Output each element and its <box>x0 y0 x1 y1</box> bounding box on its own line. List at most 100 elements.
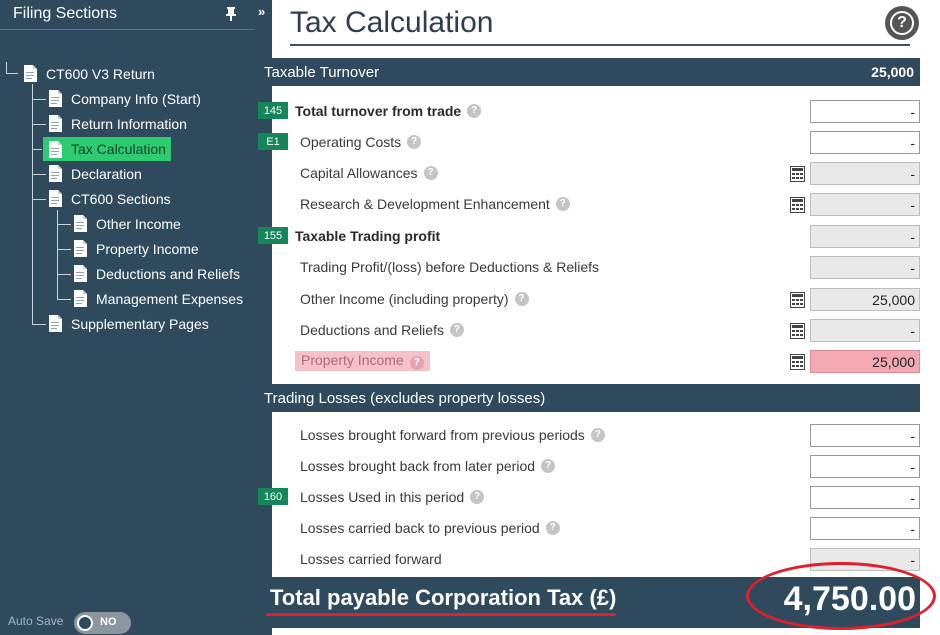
row-taxable-trading-profit: 155 Taxable Trading profit - <box>258 225 920 251</box>
row-rd-enhancement: Research & Development Enhancement? - <box>258 193 920 219</box>
document-icon <box>49 165 62 182</box>
rd-enhancement-field: - <box>810 193 920 216</box>
tree-label: Management Expenses <box>96 290 244 307</box>
document-icon <box>49 315 62 332</box>
tree-item-ct600-sections[interactable]: CT600 Sections <box>49 188 174 209</box>
row-label-text: Losses Used in this period <box>300 489 465 505</box>
tree-line <box>57 249 71 250</box>
row-label: Research & Development Enhancement? <box>300 196 570 212</box>
property-income-field: 25,000 <box>810 350 920 373</box>
title-underline <box>290 44 910 46</box>
autosave-toggle[interactable]: NO <box>74 612 131 634</box>
row-label: Losses Used in this period? <box>300 489 485 505</box>
help-icon[interactable]: ? <box>409 356 424 370</box>
document-icon <box>74 240 87 257</box>
help-icon[interactable]: ? <box>545 521 560 535</box>
row-losses-used: 160 Losses Used in this period? - <box>258 486 920 512</box>
row-label: Trading Profit/(loss) before Deductions … <box>300 259 599 275</box>
tree-item-company-info[interactable]: Company Info (Start) <box>49 88 204 109</box>
losses-used-field[interactable]: - <box>810 486 920 509</box>
row-label-text: Total turnover from trade <box>295 103 462 119</box>
help-icon[interactable]: ? <box>590 428 605 442</box>
calculator-icon[interactable] <box>790 166 805 182</box>
document-icon <box>49 115 62 132</box>
help-icon[interactable]: ? <box>541 459 556 473</box>
help-icon[interactable]: ? <box>470 490 485 504</box>
tree-line <box>32 199 46 200</box>
row-total-turnover: 145 Total turnover from trade? - <box>258 100 920 126</box>
tree-line <box>57 210 58 300</box>
toggle-knob <box>77 615 93 631</box>
box-badge: 145 <box>258 102 288 119</box>
help-icon[interactable]: ? <box>467 104 482 118</box>
box-badge: 155 <box>258 227 288 244</box>
annotation-circle <box>746 562 936 630</box>
tree-line <box>32 174 46 175</box>
document-icon <box>49 140 62 158</box>
tree-label: Other Income <box>96 215 181 232</box>
tree-item-return-information[interactable]: Return Information <box>49 113 190 134</box>
losses-brought-forward-field[interactable]: - <box>810 424 920 447</box>
section-title: Taxable Turnover <box>264 63 380 81</box>
help-icon[interactable]: ? <box>449 323 464 337</box>
capital-allowances-field: - <box>810 162 920 185</box>
calculator-icon[interactable] <box>790 354 805 370</box>
row-label-text: Losses carried back to previous period <box>300 520 540 536</box>
tree-item-management-expenses[interactable]: Management Expenses <box>74 288 246 309</box>
row-label: Other Income (including property)? <box>300 291 529 307</box>
tree-label: Deductions and Reliefs <box>96 265 240 282</box>
tree-item-tax-calculation[interactable]: Tax Calculation <box>43 137 171 161</box>
section-header-taxable-turnover: Taxable Turnover 25,000 <box>258 58 920 86</box>
tree-line <box>32 324 46 325</box>
collapse-chevron-icon[interactable]: » <box>258 4 266 19</box>
total-label: Total payable Corporation Tax (£) <box>270 585 617 610</box>
row-label: Losses carried back to previous period? <box>300 520 560 536</box>
box-badge: E1 <box>258 133 288 150</box>
row-operating-costs: E1 Operating Costs? - <box>258 131 920 157</box>
tree-label: Property Income <box>96 240 199 257</box>
tree-item-property-income[interactable]: Property Income <box>74 238 202 259</box>
trading-profit-before-field: - <box>810 256 920 279</box>
help-icon[interactable]: ? <box>555 197 570 211</box>
row-label-text: Operating Costs <box>300 134 402 150</box>
help-icon[interactable]: ? <box>514 292 529 306</box>
sidebar-title: Filing Sections <box>13 5 118 22</box>
tree-item-deductions-reliefs[interactable]: Deductions and Reliefs <box>74 263 243 284</box>
row-capital-allowances: Capital Allowances? - <box>258 162 920 188</box>
pin-icon[interactable] <box>224 6 238 22</box>
page-title: Tax Calculation <box>290 6 494 39</box>
operating-costs-field[interactable]: - <box>810 131 920 154</box>
property-income-highlight: Property Income? <box>295 351 430 371</box>
turnover-field[interactable]: - <box>810 100 920 123</box>
row-trading-profit-before: Trading Profit/(loss) before Deductions … <box>258 256 920 282</box>
tree-item-supplementary-pages[interactable]: Supplementary Pages <box>49 313 212 334</box>
sidebar-collapse-strip[interactable] <box>254 0 272 635</box>
section-title: Trading Losses (excludes property losses… <box>264 389 546 407</box>
row-label: Deductions and Reliefs? <box>300 322 464 338</box>
tree-item-declaration[interactable]: Declaration <box>49 163 145 184</box>
tree-line <box>32 124 46 125</box>
row-label: Losses carried forward <box>300 551 442 567</box>
row-other-income: Other Income (including property)? 25,00… <box>258 288 920 314</box>
row-label-text: Research & Development Enhancement <box>300 196 550 212</box>
calculator-icon[interactable] <box>790 323 805 339</box>
calculator-icon[interactable] <box>790 292 805 308</box>
calculator-icon[interactable] <box>790 197 805 213</box>
help-button[interactable]: ? <box>885 6 919 40</box>
help-icon[interactable]: ? <box>423 166 438 180</box>
row-property-income: Property Income? 25,000 <box>258 350 920 376</box>
tree-label: Return Information <box>71 115 187 132</box>
help-icon[interactable]: ? <box>407 135 422 149</box>
annotation-underline <box>266 613 616 616</box>
losses-carried-back-field[interactable]: - <box>810 517 920 540</box>
tree-line <box>32 84 33 325</box>
tree-label: CT600 Sections <box>71 190 171 207</box>
tree-label: Tax Calculation <box>71 141 166 157</box>
tree-item-ct600-return[interactable]: CT600 V3 Return <box>24 63 158 84</box>
box-badge: 160 <box>258 488 288 505</box>
tree-line <box>32 149 42 150</box>
tree-line <box>57 224 71 225</box>
tree-item-other-income[interactable]: Other Income <box>74 213 184 234</box>
losses-brought-back-field[interactable]: - <box>810 455 920 478</box>
row-label: Taxable Trading profit <box>295 228 440 244</box>
